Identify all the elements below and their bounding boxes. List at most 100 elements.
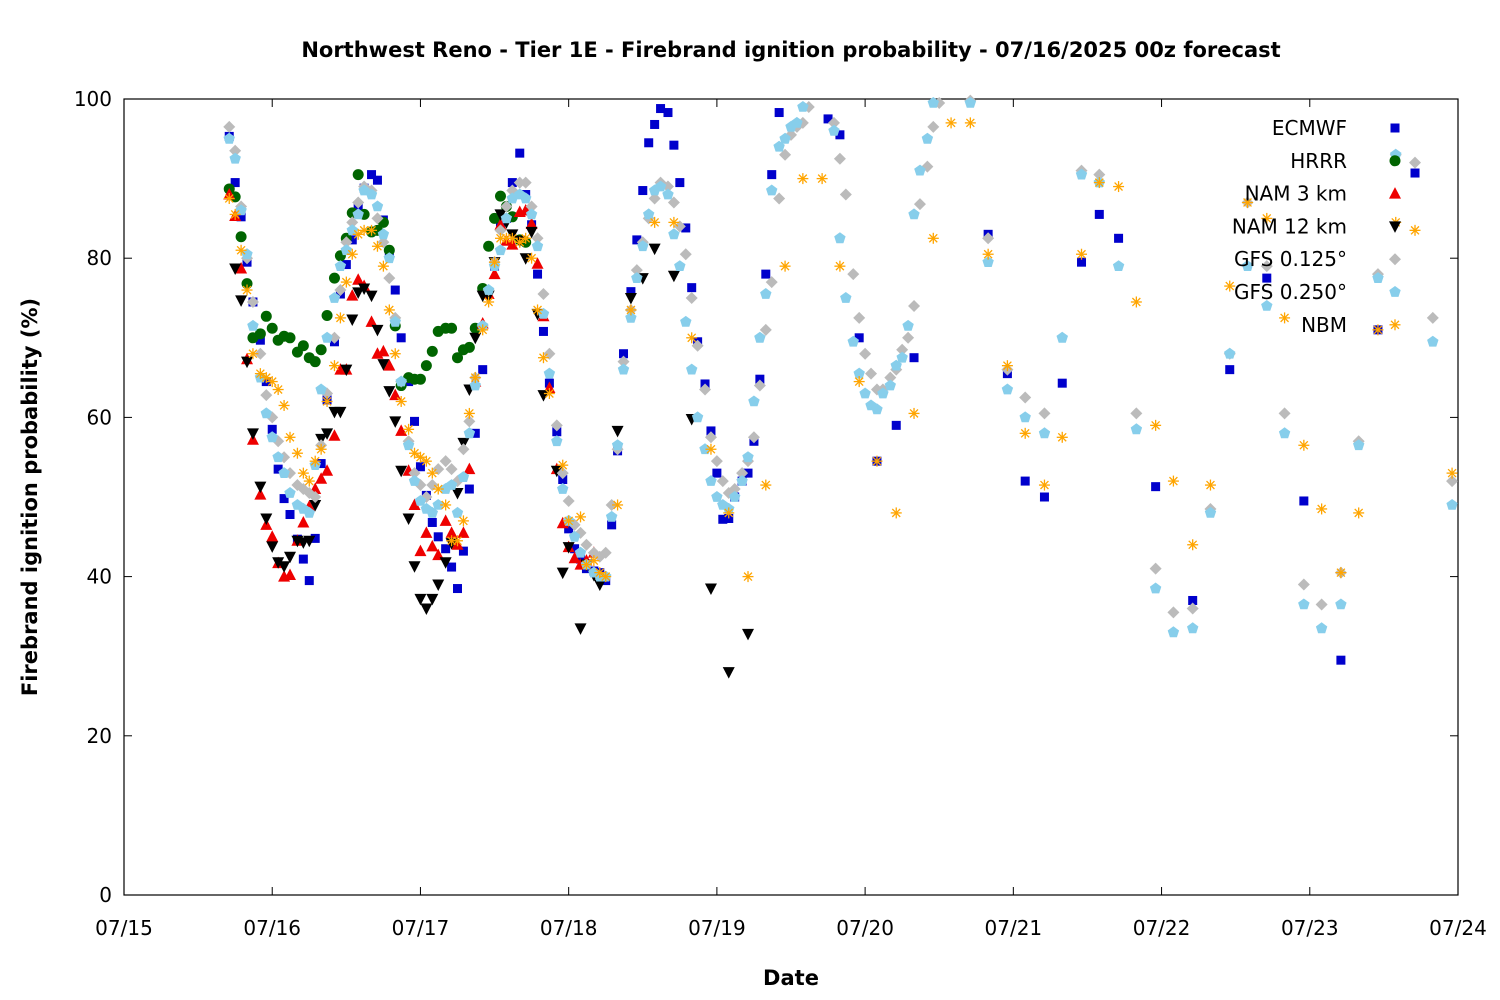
data-point bbox=[458, 546, 468, 556]
data-point bbox=[1093, 168, 1106, 181]
data-point bbox=[574, 546, 587, 558]
data-point bbox=[315, 443, 327, 455]
y-tick-label: 0 bbox=[99, 883, 112, 907]
data-point bbox=[871, 403, 883, 415]
data-point bbox=[235, 244, 247, 256]
data-point bbox=[414, 451, 426, 463]
data-point bbox=[765, 276, 778, 289]
data-point bbox=[410, 416, 420, 426]
data-point bbox=[531, 232, 544, 245]
data-point bbox=[377, 236, 390, 249]
data-point bbox=[371, 324, 384, 337]
data-point bbox=[833, 152, 846, 165]
data-point bbox=[402, 439, 415, 451]
data-point bbox=[625, 311, 637, 323]
data-point bbox=[408, 467, 421, 480]
data-point bbox=[773, 192, 786, 205]
data-point bbox=[420, 455, 432, 467]
data-point bbox=[580, 538, 593, 551]
data-point bbox=[520, 192, 532, 204]
data-point bbox=[1149, 582, 1162, 594]
data-point bbox=[415, 462, 425, 472]
data-point bbox=[377, 359, 390, 371]
data-point bbox=[489, 212, 501, 224]
data-point bbox=[520, 232, 532, 244]
data-point bbox=[704, 431, 717, 444]
data-point bbox=[891, 420, 901, 430]
data-point bbox=[426, 467, 438, 479]
data-point bbox=[1151, 482, 1161, 492]
data-point bbox=[346, 289, 359, 301]
data-point bbox=[661, 180, 674, 193]
data-point bbox=[316, 459, 326, 469]
data-point bbox=[1372, 272, 1384, 283]
legend-label: HRRR bbox=[1290, 149, 1347, 173]
data-point bbox=[389, 348, 401, 360]
data-point bbox=[704, 583, 717, 596]
data-point bbox=[568, 530, 581, 542]
data-point bbox=[1315, 598, 1328, 611]
data-point bbox=[321, 310, 333, 322]
data-point bbox=[835, 130, 845, 140]
data-point bbox=[352, 287, 365, 299]
data-point bbox=[309, 491, 322, 503]
legend-marker bbox=[1390, 123, 1400, 133]
data-point bbox=[266, 530, 279, 542]
data-point bbox=[759, 323, 772, 336]
x-tick-label: 07/15 bbox=[95, 916, 153, 940]
data-point bbox=[309, 499, 322, 512]
data-point bbox=[303, 535, 316, 548]
series-gfs-0-250- bbox=[223, 97, 1458, 638]
data-point bbox=[1019, 391, 1032, 404]
data-point bbox=[680, 315, 692, 327]
data-point bbox=[1278, 407, 1291, 420]
chart-title: Northwest Reno - Tier 1E - Firebrand ign… bbox=[301, 38, 1280, 62]
data-point bbox=[525, 208, 538, 220]
data-point bbox=[638, 186, 648, 196]
data-point bbox=[285, 510, 295, 520]
data-point bbox=[426, 345, 438, 357]
data-point bbox=[718, 514, 728, 524]
data-point bbox=[908, 299, 921, 312]
data-point bbox=[761, 269, 771, 279]
data-point bbox=[420, 360, 432, 372]
data-point bbox=[673, 220, 686, 233]
data-point bbox=[656, 104, 666, 114]
data-point bbox=[432, 463, 445, 476]
x-tick-label: 07/18 bbox=[540, 916, 598, 940]
data-point bbox=[631, 272, 643, 283]
data-point bbox=[791, 116, 803, 128]
data-point bbox=[408, 561, 421, 573]
data-point bbox=[1038, 407, 1051, 420]
data-point bbox=[235, 231, 247, 243]
data-point bbox=[1353, 439, 1365, 451]
data-point bbox=[346, 248, 358, 260]
x-tick-label: 07/23 bbox=[1281, 916, 1339, 940]
data-point bbox=[532, 304, 544, 316]
data-point bbox=[315, 344, 327, 356]
data-point bbox=[315, 472, 328, 484]
data-point bbox=[439, 557, 452, 569]
data-point bbox=[611, 425, 624, 438]
data-point bbox=[607, 520, 617, 530]
data-point bbox=[706, 426, 716, 436]
data-point bbox=[1150, 419, 1162, 431]
data-point bbox=[1315, 622, 1328, 634]
data-point bbox=[982, 232, 995, 245]
data-point bbox=[871, 455, 883, 467]
data-point bbox=[625, 304, 637, 316]
data-point bbox=[550, 419, 563, 432]
x-axis: 07/15 07/16 07/17 07/18 07/19 07/20 07/21 07/22… bbox=[95, 99, 1487, 940]
data-point bbox=[223, 120, 236, 133]
data-point bbox=[654, 180, 667, 192]
data-point bbox=[1019, 427, 1031, 439]
data-point bbox=[823, 114, 833, 124]
data-point bbox=[736, 467, 749, 480]
data-point bbox=[328, 292, 341, 303]
data-point bbox=[663, 108, 673, 118]
data-point bbox=[426, 479, 439, 492]
data-point bbox=[681, 223, 691, 233]
data-point bbox=[679, 248, 692, 261]
data-point bbox=[235, 295, 248, 307]
data-point bbox=[389, 416, 402, 428]
